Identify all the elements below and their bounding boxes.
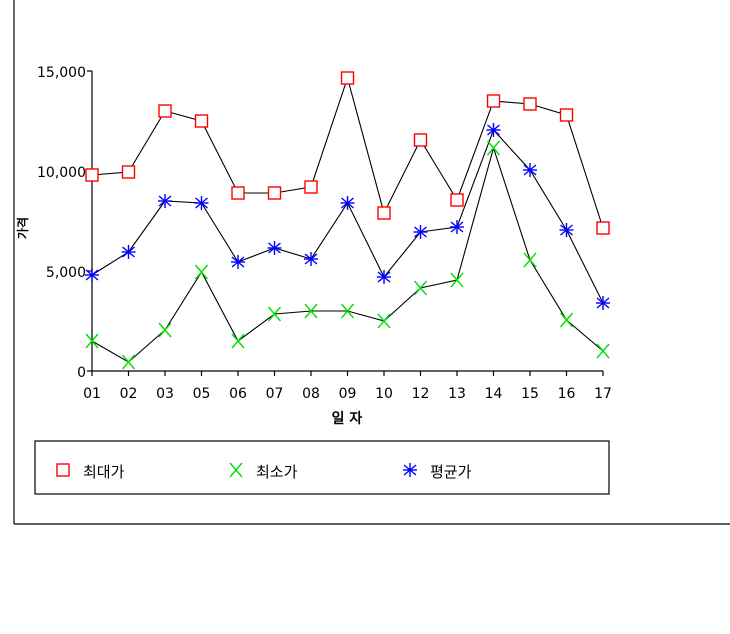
series-layer (85, 71, 610, 370)
data-point-series-1 (413, 133, 428, 147)
data-point-series-2 (450, 272, 464, 288)
data-point-series-1 (121, 165, 136, 179)
y-axis-label: 가격 (15, 217, 30, 239)
data-point-series-3 (377, 270, 391, 284)
x-tick-label: 17 (594, 386, 612, 402)
x-tick-label: 12 (412, 386, 430, 402)
data-point-series-1 (304, 180, 318, 194)
data-point-series-2 (158, 322, 172, 338)
data-point-series-3 (413, 225, 428, 239)
data-point-series-1 (267, 186, 282, 200)
x-axis-label: 일 자 (332, 411, 363, 427)
legend-marker-2 (229, 462, 243, 478)
data-point-series-2 (340, 303, 355, 319)
y-tick-label: 5,000 (46, 265, 86, 281)
y-tick-label: 15,000 (37, 65, 86, 81)
x-tick-label: 06 (229, 386, 247, 402)
data-point-series-3 (450, 220, 464, 234)
data-point-series-2 (267, 306, 282, 322)
x-tick-label: 15 (521, 386, 539, 402)
x-tick-label: 02 (120, 386, 138, 402)
data-point-series-1 (596, 221, 610, 235)
data-point-series-1 (340, 71, 355, 85)
legend-label-1: 최대가 (83, 463, 125, 481)
data-point-series-2 (304, 303, 318, 319)
x-tick-label: 05 (193, 386, 211, 402)
data-point-series-3 (231, 255, 245, 269)
y-tick-label: 10,000 (37, 165, 86, 181)
data-point-series-2 (377, 313, 391, 329)
data-point-series-1 (194, 114, 209, 128)
data-point-series-1 (231, 186, 245, 200)
data-point-series-2 (596, 343, 610, 359)
data-point-series-2 (413, 280, 428, 296)
data-point-series-3 (158, 194, 172, 208)
data-point-series-3 (121, 245, 136, 259)
x-tick-label: 07 (266, 386, 284, 402)
data-point-series-3 (523, 163, 537, 177)
data-point-series-2 (559, 312, 574, 328)
data-point-series-1 (377, 206, 391, 220)
axes: 0 5,000 10,000 15,000 01 02 03 05 06 07 08 09 10 12 13… (37, 65, 612, 402)
data-point-series-1 (158, 104, 172, 118)
legend-marker-1 (56, 463, 70, 477)
data-point-series-1 (450, 193, 464, 207)
legend-marker-3 (403, 463, 417, 477)
data-point-series-2 (231, 333, 245, 349)
data-point-series-2 (523, 252, 537, 268)
data-point-series-1 (523, 97, 537, 111)
x-tick-label: 01 (83, 386, 101, 402)
x-tick-label: 16 (558, 386, 576, 402)
legend: 최대가 최소가 평균가 (34, 440, 610, 495)
series-line-3 (91, 128, 604, 304)
data-point-series-3 (559, 223, 574, 237)
data-point-series-3 (304, 252, 318, 266)
legend-label-2: 최소가 (256, 463, 298, 481)
data-point-series-3 (486, 123, 501, 137)
data-point-series-3 (267, 241, 282, 255)
x-tick-label: 09 (339, 386, 357, 402)
data-point-series-3 (596, 296, 610, 310)
x-tick-label: 10 (375, 386, 393, 402)
x-tick-label: 08 (302, 386, 320, 402)
x-tick-label: 14 (485, 386, 503, 402)
data-point-series-3 (85, 268, 99, 282)
y-tick-label: 0 (77, 365, 86, 381)
x-tick-label: 03 (156, 386, 174, 402)
data-point-series-2 (85, 333, 99, 349)
data-point-series-2 (121, 354, 136, 370)
data-point-series-1 (85, 168, 99, 182)
legend-box (34, 440, 610, 495)
data-point-series-3 (194, 196, 209, 210)
data-point-series-1 (486, 94, 501, 108)
data-point-series-2 (194, 264, 209, 280)
data-point-series-2 (486, 140, 501, 156)
x-tick-label: 13 (448, 386, 466, 402)
legend-label-3: 평균가 (430, 463, 472, 481)
data-point-series-1 (559, 108, 574, 122)
data-point-series-3 (340, 196, 355, 210)
